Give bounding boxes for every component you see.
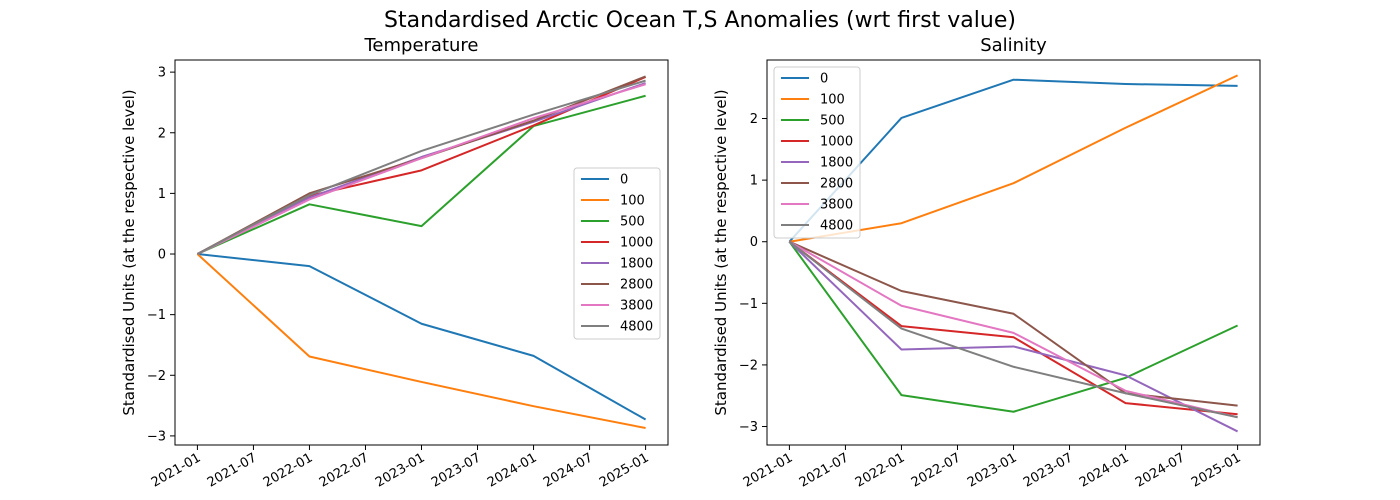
series-line-100 [196,253,646,430]
legend-box [773,66,861,239]
legend-label-1800: 1800 [820,156,853,171]
y-axis-label: Standardised Units (at the respective le… [120,89,138,415]
legend-label-0: 0 [820,72,828,87]
series-line-3800 [788,240,1238,419]
x-tick-label: 2023-07 [1021,450,1076,490]
legend-label-4800: 4800 [620,320,653,335]
legend-label-1800: 1800 [620,257,653,272]
y-tick-label: 2 [750,112,758,127]
y-tick-label: −2 [739,358,758,373]
legend-label-3800: 3800 [620,299,653,314]
series-line-0 [197,253,647,421]
legend-label-1000: 1000 [620,236,653,251]
panel-title: Temperature [363,35,478,56]
x-tick-label: 2021-07 [205,450,260,490]
legend-label-4800: 4800 [820,219,853,234]
x-tick-label: 2022-07 [317,450,372,490]
x-tick-label: 2024-07 [1133,450,1188,490]
panel-title: Salinity [980,35,1047,56]
legend-label-500: 500 [620,215,645,230]
y-tick-label: −1 [147,308,166,323]
figure-suptitle: Standardised Arctic Ocean T,S Anomalies … [384,8,1016,33]
x-tick-label: 2024-01 [1077,450,1132,490]
y-tick-label: −3 [739,420,758,435]
y-tick-label: 0 [158,248,166,263]
y-tick-label: 0 [750,235,758,250]
legend-label-3800: 3800 [820,198,853,213]
x-tick-label: 2023-01 [373,450,428,490]
series-line-2800 [789,240,1238,407]
legend-label-2800: 2800 [620,278,653,293]
y-tick-label: −1 [739,297,758,312]
x-tick-label: 2024-01 [485,450,540,490]
legend-label-2800: 2800 [820,177,853,192]
x-tick-label: 2025-01 [1189,450,1244,490]
legend-label-100: 100 [820,93,845,108]
series-line-500 [788,241,1239,413]
series-line-0 [788,78,1238,243]
x-tick-label: 2021-01 [741,450,796,490]
x-tick-label: 2021-01 [149,450,204,490]
y-tick-label: 1 [750,174,758,189]
x-tick-label: 2025-01 [597,450,652,490]
series-line-3800 [196,83,646,255]
series-line-1800 [788,240,1239,433]
legend-label-100: 100 [620,194,645,209]
legend-label-0: 0 [620,173,628,188]
x-tick-label: 2023-01 [965,450,1020,490]
series-line-4800 [196,79,646,255]
series-line-4800 [788,240,1238,419]
series-line-500 [197,94,646,255]
y-tick-label: 3 [158,66,166,81]
y-tick-label: −2 [147,369,166,384]
legend-label-500: 500 [820,114,845,129]
y-tick-label: 1 [158,187,166,202]
series-line-1000 [788,240,1238,416]
series-line-1800 [196,82,646,255]
y-tick-label: 2 [158,126,166,141]
x-tick-label: 2022-07 [909,450,964,490]
x-tick-label: 2021-07 [797,450,852,490]
y-axis-label: Standardised Units (at the respective le… [712,89,730,415]
x-tick-label: 2023-07 [429,450,484,490]
legend-label-1000: 1000 [820,135,853,150]
y-tick-label: −3 [147,429,166,444]
x-tick-label: 2022-01 [853,450,908,490]
x-tick-label: 2024-07 [541,450,596,490]
x-tick-label: 2022-01 [261,450,316,490]
legend-box [573,167,661,340]
series-line-100 [789,74,1239,243]
